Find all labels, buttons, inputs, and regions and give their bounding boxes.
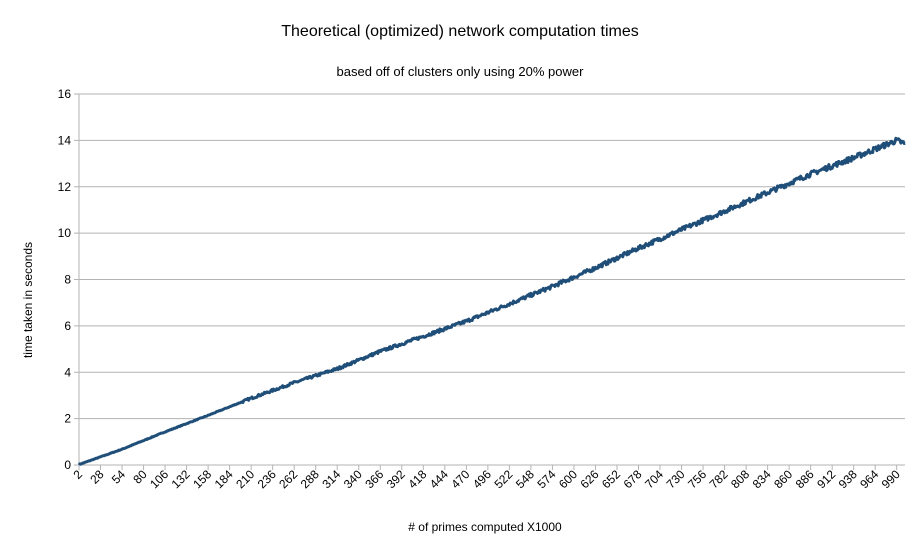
y-tick-label: 12 — [58, 180, 72, 194]
x-tick-label: 678 — [621, 467, 645, 491]
y-axis-ticks: 0 2 4 6 8 10 12 14 16 — [58, 87, 79, 472]
x-tick-label: 912 — [814, 467, 838, 491]
y-tick-label: 0 — [64, 458, 71, 472]
x-tick-label: 262 — [276, 467, 300, 491]
x-tick-label: 704 — [642, 467, 666, 491]
y-tick-label: 16 — [58, 87, 72, 101]
x-tick-label: 652 — [599, 467, 623, 491]
x-tick-label: 730 — [664, 467, 688, 491]
x-tick-label: 54 — [109, 467, 129, 487]
x-tick-label: 288 — [298, 467, 322, 491]
series-group — [77, 136, 906, 466]
y-tick-label: 10 — [58, 226, 72, 240]
x-tick-label: 236 — [255, 467, 279, 491]
x-tick-label: 470 — [448, 467, 472, 491]
axes — [78, 94, 905, 466]
chart-title: Theoretical (optimized) network computat… — [281, 23, 638, 40]
x-tick-label: 808 — [728, 467, 752, 491]
x-tick-label: 496 — [470, 467, 494, 491]
x-tick-label: 756 — [685, 467, 709, 491]
x-tick-label: 782 — [707, 467, 731, 491]
chart-subtitle: based off of clusters only using 20% pow… — [337, 64, 585, 79]
x-tick-label: 964 — [857, 467, 881, 491]
x-tick-label: 834 — [750, 467, 774, 491]
x-axis-ticks: 2 28 54 80106132158184210236262288314340366… — [70, 465, 903, 491]
x-tick-label: 106 — [147, 467, 171, 491]
x-tick-label: 886 — [793, 467, 817, 491]
x-tick-label: 2 — [70, 467, 85, 482]
x-tick-label: 210 — [233, 467, 257, 491]
y-tick-label: 6 — [64, 319, 71, 333]
x-tick-label: 600 — [556, 467, 580, 491]
x-tick-label: 418 — [405, 467, 429, 491]
x-tick-label: 990 — [879, 467, 903, 491]
x-axis-title: # of primes computed X1000 — [408, 520, 562, 534]
x-tick-label: 574 — [534, 467, 558, 491]
x-tick-label: 80 — [130, 467, 150, 487]
y-tick-label: 2 — [64, 412, 71, 426]
y-tick-label: 14 — [58, 133, 72, 147]
x-tick-label: 314 — [319, 467, 343, 491]
x-tick-label: 158 — [190, 467, 214, 491]
y-tick-label: 4 — [64, 365, 71, 379]
series-line — [77, 136, 906, 466]
x-tick-label: 548 — [513, 467, 537, 491]
y-tick-label: 8 — [64, 273, 71, 287]
x-tick-label: 340 — [341, 467, 365, 491]
x-tick-label: 522 — [491, 467, 515, 491]
x-tick-label: 132 — [169, 467, 193, 491]
y-axis-title: time taken in seconds — [21, 242, 35, 358]
x-tick-label: 392 — [384, 467, 408, 491]
gridlines — [79, 93, 905, 466]
x-tick-label: 184 — [212, 467, 236, 491]
x-tick-label: 938 — [836, 467, 860, 491]
x-tick-label: 444 — [427, 467, 451, 491]
x-tick-label: 28 — [87, 467, 107, 487]
x-tick-label: 860 — [771, 467, 795, 491]
x-tick-label: 626 — [578, 467, 602, 491]
x-tick-label: 366 — [362, 467, 386, 491]
